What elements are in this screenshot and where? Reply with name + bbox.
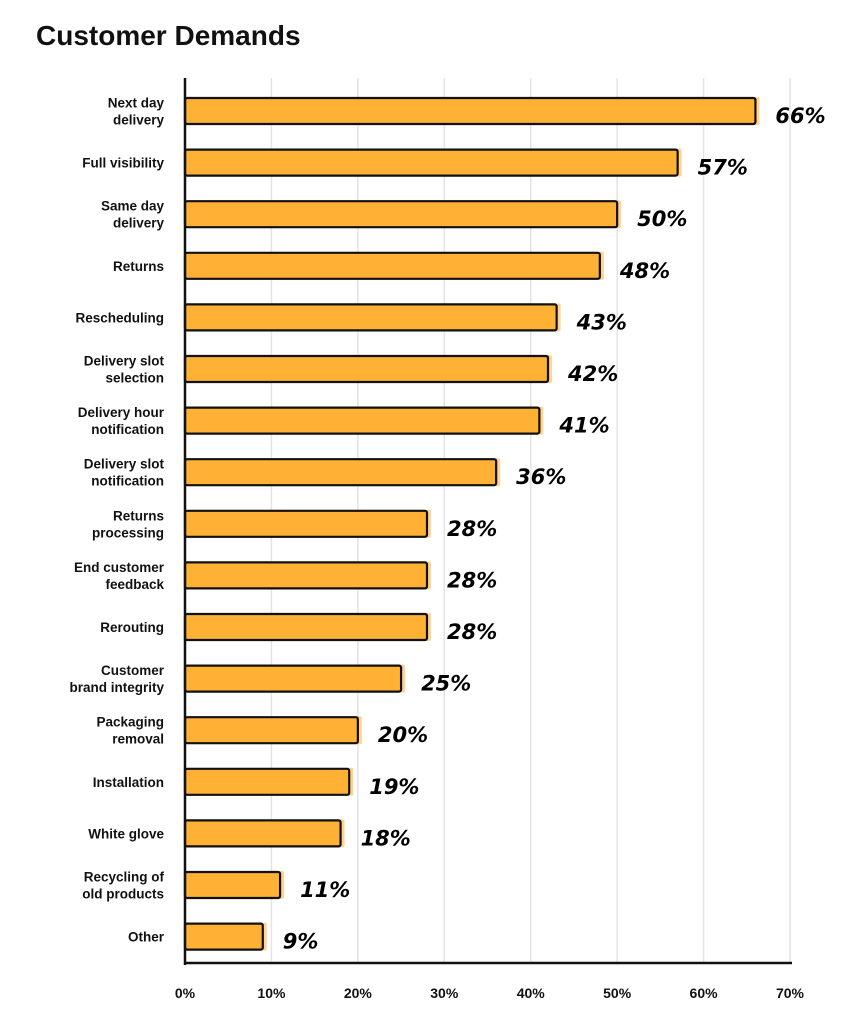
data-label: 28% [447,517,497,541]
bar [183,716,359,745]
bar [183,458,498,487]
category-label: Delivery slot [84,457,165,472]
x-tick-label: 60% [690,985,719,1001]
category-label: removal [112,732,164,747]
data-label: 41% [558,414,609,438]
data-label: 28% [447,568,497,592]
bar [183,870,282,900]
data-label: 9% [283,930,319,954]
x-tick-label: 40% [517,985,546,1001]
data-label: 42% [567,362,618,386]
category-label: Installation [93,775,164,790]
bar [183,767,351,796]
bar [183,509,429,538]
data-label: 19% [369,775,419,799]
data-label: 36% [516,465,566,489]
data-label: 48% [619,259,670,283]
category-label: Recycling of [84,870,165,885]
category-label: notification [91,422,164,437]
data-label: 28% [447,620,497,644]
category-label: Returns [113,259,164,274]
data-label: 25% [421,672,471,696]
data-label: 20% [378,723,428,747]
bar [183,406,541,435]
chart-title: Customer Demands [36,20,301,51]
category-label: Other [128,930,165,945]
category-label: Rerouting [100,620,164,635]
bar [183,819,342,848]
data-label: 50% [637,207,687,231]
category-label: End customer [74,560,165,575]
category-label: Delivery slot [84,354,165,369]
x-tick-label: 0% [175,985,196,1001]
bar [183,303,558,332]
category-label: Customer [101,663,165,678]
x-tick-label: 10% [257,985,286,1001]
category-label: Returns [113,508,164,523]
category-label: Rescheduling [75,310,164,325]
data-label: 57% [698,156,748,180]
bar [183,561,429,590]
category-label: processing [92,525,164,540]
x-tick-label: 30% [430,985,459,1001]
category-label: brand integrity [69,680,164,695]
category-label: selection [105,371,164,386]
bar [183,200,619,229]
x-tick-label: 20% [344,985,373,1001]
category-label: old products [82,887,164,902]
bar [183,251,601,280]
category-label: Packaging [96,715,164,730]
category-label: Same day [101,199,165,214]
category-label: delivery [113,216,165,231]
bar [183,922,264,951]
bar [183,354,550,384]
data-label: 66% [775,104,825,128]
bar [183,612,429,642]
data-label: 18% [361,826,411,850]
category-label: Next day [108,96,165,111]
x-tick-label: 70% [776,985,805,1001]
category-label: feedback [105,577,164,592]
bar [183,96,757,126]
data-label: 11% [300,878,350,902]
x-tick-label: 50% [603,985,632,1001]
labels-layer: 0% 10% 20% 30% 40% 50% 60% 70% Next day delivery 6… [69,96,825,1002]
data-label: 43% [576,310,627,334]
category-label: Full visibility [82,156,164,171]
axis-layer [183,78,792,965]
category-label: Delivery hour [78,405,165,420]
category-label: delivery [113,113,165,128]
category-label: White glove [88,826,164,841]
category-label: notification [91,474,164,489]
bar [183,148,679,177]
bar [183,664,403,693]
